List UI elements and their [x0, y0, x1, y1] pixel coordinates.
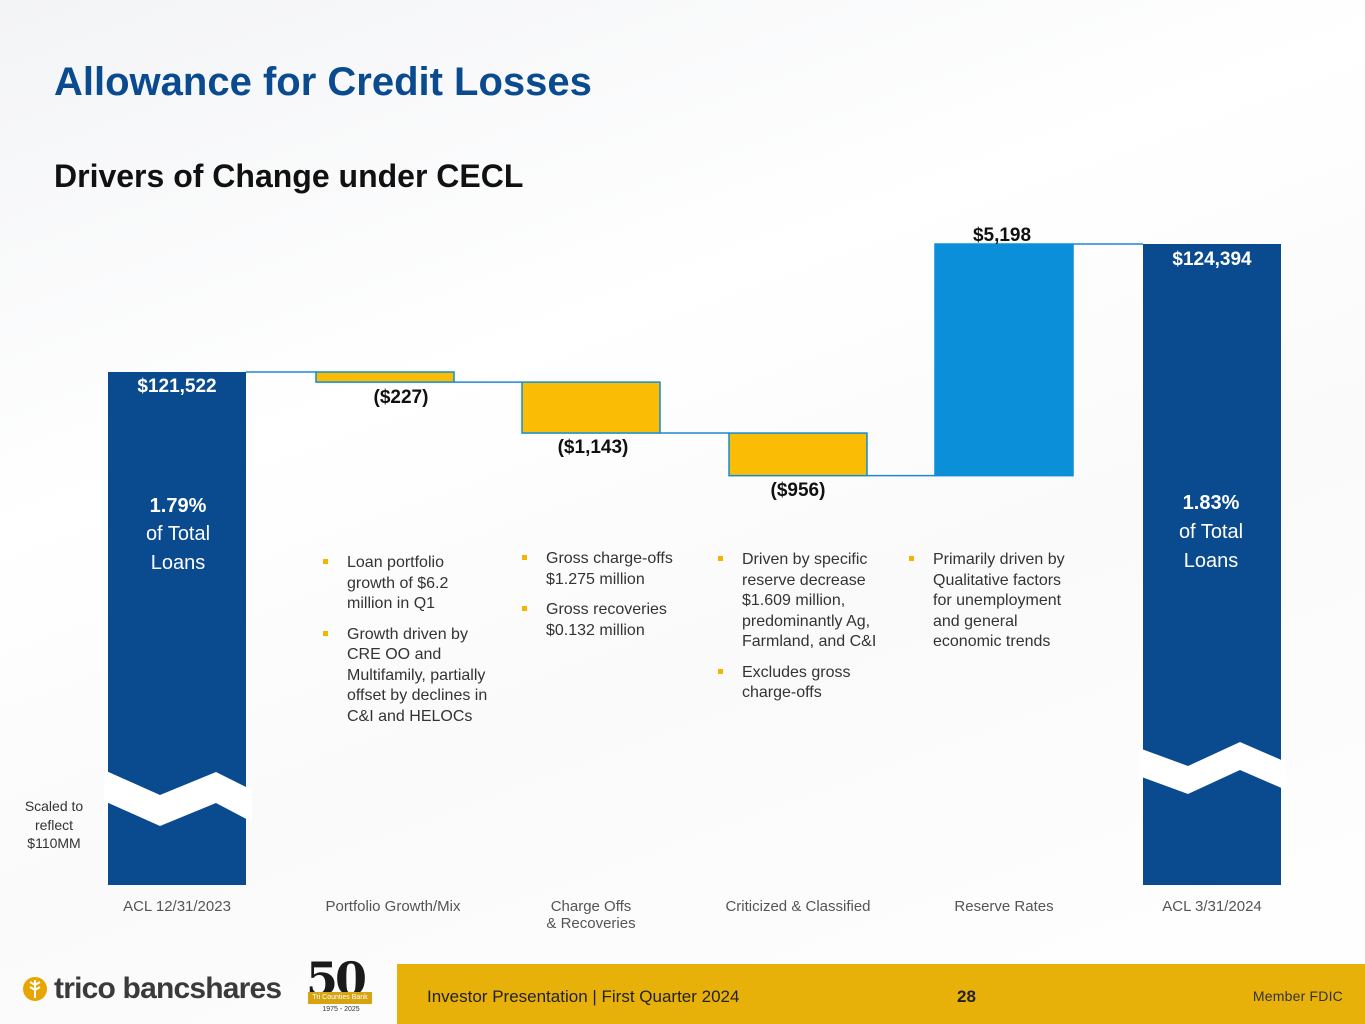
- list-item: Excludes gross charge-offs: [716, 663, 896, 704]
- bullet-icon: [323, 630, 328, 636]
- anniversary-badge: 50 Tri Counties Bank 1975 - 2025: [302, 952, 378, 1022]
- note-reserve-rates: Primarily driven by Qualitative factors …: [907, 550, 1072, 663]
- bullet-icon: [718, 668, 723, 674]
- company-name: trico bancshares: [54, 972, 282, 1005]
- note-criticized: Driven by specific reserve decrease $1.6…: [716, 550, 896, 714]
- note-chargeoffs: Gross charge-offs $1.275 million Gross r…: [520, 549, 695, 651]
- bullet-icon: [718, 556, 723, 561]
- anniversary-years: 1975 - 2025: [322, 1006, 360, 1013]
- bar-increase: [934, 243, 1074, 477]
- start-pct-caption: of Total: [146, 523, 210, 545]
- wheat-icon: [23, 977, 47, 1001]
- category-label: ACL 12/31/2023: [123, 898, 231, 915]
- start-pct-caption: Loans: [151, 552, 206, 574]
- anniversary-banner: Tri Counties Bank: [308, 992, 372, 1004]
- page-title: Allowance for Credit Losses: [54, 60, 592, 104]
- company-logo: trico bancshares: [22, 971, 282, 1007]
- list-item: Growth driven by CRE OO and Multifamily,…: [321, 625, 491, 728]
- bullet-icon: [522, 555, 527, 560]
- category-label: & Recoveries: [546, 915, 635, 932]
- list-item: Loan portfolio growth of $6.2 million in…: [321, 553, 491, 615]
- value-label: $121,522: [137, 376, 216, 397]
- end-pct-label: 1.83%: [1183, 492, 1240, 514]
- note-portfolio: Loan portfolio growth of $6.2 million in…: [321, 553, 491, 737]
- bar-decrease: [315, 371, 455, 383]
- bullet-icon: [909, 556, 914, 561]
- value-label: $124,394: [1172, 249, 1252, 270]
- category-label: Charge Offs: [551, 898, 632, 915]
- list-item: Gross charge-offs $1.275 million: [520, 549, 695, 590]
- value-label: $5,198: [973, 225, 1031, 246]
- scale-note: Scaled to reflect $110MM: [24, 798, 84, 851]
- axis-break: [104, 770, 252, 826]
- bar-decrease: [521, 381, 661, 434]
- presentation-label: Investor Presentation | First Quarter 20…: [427, 987, 740, 1006]
- value-label: ($956): [771, 480, 826, 501]
- value-label: ($1,143): [558, 437, 629, 458]
- bullet-icon: [522, 606, 527, 611]
- end-pct-caption: of Total: [1179, 521, 1243, 543]
- axis-break: [1139, 742, 1286, 794]
- bullet-icon: [323, 559, 328, 564]
- value-label: ($227): [374, 387, 429, 408]
- category-label: ACL 3/31/2024: [1162, 898, 1262, 915]
- footer: trico bancshares 50 Tri Counties Bank 19…: [0, 952, 1365, 1024]
- list-item: Primarily driven by Qualitative factors …: [907, 550, 1072, 653]
- footer-band: [397, 964, 1365, 1024]
- category-label: Reserve Rates: [954, 898, 1053, 915]
- start-pct-label: 1.79%: [150, 495, 207, 517]
- waterfall-chart: $121,522 ($227) ($1,143) ($956) $5,198 $124,3…: [104, 225, 1286, 932]
- end-pct-caption: Loans: [1184, 550, 1239, 572]
- list-item: Gross recoveries $0.132 million: [520, 600, 695, 641]
- list-item: Driven by specific reserve decrease $1.6…: [716, 550, 896, 653]
- bar-decrease: [728, 432, 868, 477]
- category-label: Portfolio Growth/Mix: [325, 898, 461, 915]
- category-label: Criticized & Classified: [725, 898, 870, 915]
- page-number: 28: [957, 987, 976, 1006]
- fdic-label: Member FDIC: [1252, 988, 1343, 1004]
- chart-subtitle: Drivers of Change under CECL: [54, 158, 524, 194]
